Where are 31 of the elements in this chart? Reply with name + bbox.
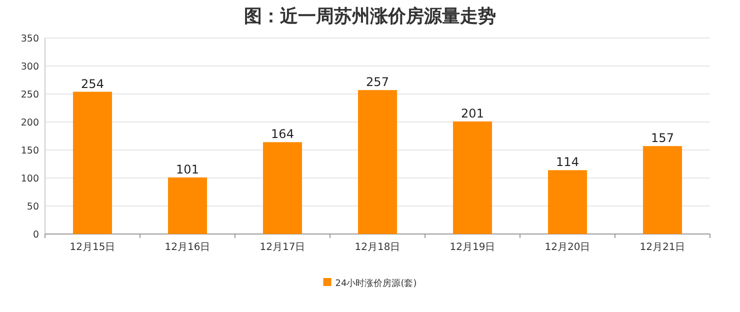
x-tick-label: 12月21日 — [640, 242, 686, 253]
chart-title: 图：近一周苏州涨价房源量走势 — [244, 6, 496, 27]
bar — [548, 170, 587, 234]
bar — [643, 146, 682, 234]
bar — [263, 142, 302, 234]
y-tick-label: 0 — [32, 230, 39, 240]
x-tick-label: 12月20日 — [544, 242, 590, 253]
data-label: 101 — [176, 162, 199, 176]
x-tick-label: 12月19日 — [450, 242, 496, 253]
y-tick-label: 300 — [20, 62, 39, 72]
data-label: 257 — [366, 75, 389, 90]
data-label: 254 — [81, 76, 104, 91]
x-tick-label: 12月18日 — [354, 242, 400, 253]
x-tick-label: 12月15日 — [70, 242, 116, 253]
data-label: 114 — [556, 155, 579, 170]
bar — [168, 177, 207, 234]
data-label: 157 — [651, 131, 674, 146]
y-tick-label: 150 — [20, 146, 39, 156]
bar — [453, 121, 492, 234]
y-tick-label: 350 — [20, 34, 39, 44]
x-tick-label: 12月16日 — [164, 242, 210, 253]
y-tick-label: 250 — [20, 90, 39, 100]
bar — [358, 90, 397, 234]
data-label: 201 — [461, 106, 484, 120]
y-tick-label: 100 — [20, 174, 39, 184]
data-label: 164 — [271, 127, 294, 142]
y-tick-label: 200 — [20, 118, 39, 128]
bar — [73, 92, 112, 234]
x-tick-label: 12月17日 — [260, 242, 306, 253]
y-tick-label: 50 — [26, 202, 39, 212]
legend-label: 24小时涨价房源(套) — [335, 278, 417, 289]
